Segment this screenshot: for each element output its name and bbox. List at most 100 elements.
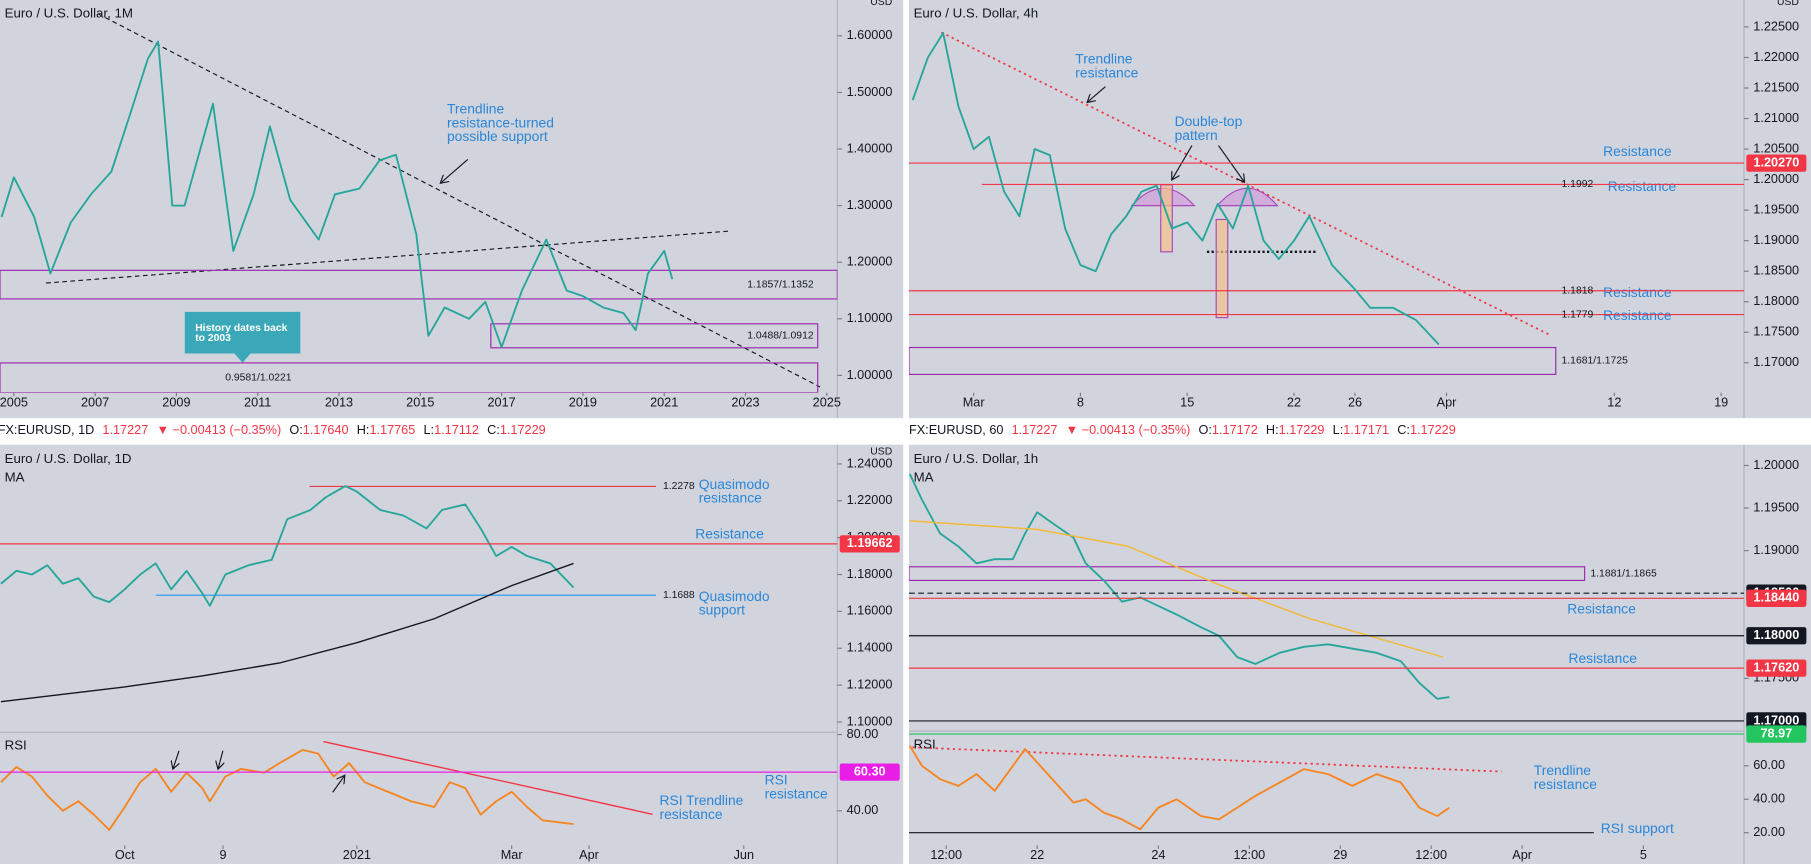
arrow [441,158,469,182]
x-tick-label: 19 [1714,395,1728,409]
zone-label: 1.1857/1.1352 [747,279,814,290]
y-tick-label: 1.16000 [847,604,893,618]
x-tick-label: 2013 [325,395,353,409]
zone-label: 0.9581/1.0221 [225,373,292,384]
legend-label: MA [5,470,25,485]
plot [908,473,1745,722]
header-60: FX:EURUSD, 60 1.17227 ▼ −0.00413 (−0.35%… [909,423,1456,437]
y-tick-label: 1.30000 [847,198,893,212]
price-box-label: 1.20270 [1753,155,1799,169]
price-box [1746,725,1807,743]
y-tick-label: 1.18000 [1753,294,1799,308]
zone-label: 1.0488/1.0912 [747,331,814,342]
y-tick-label: 1.50000 [847,85,893,99]
plot [0,40,838,393]
annotation: Quasimodo [699,588,770,604]
level-label: 1.1779 [1562,309,1594,320]
y-tick-label: 1.18500 [1753,264,1799,278]
annotation: Resistance [1603,307,1672,323]
zone [908,346,1557,375]
price-line [908,745,1450,831]
annotation: resistance-turned [447,114,554,130]
ohlc-value: 1.17172 [1212,423,1258,437]
y-tick-label: 1.22000 [847,493,893,507]
annotation: Resistance [695,525,764,541]
x-tick-label: Jun [734,848,754,862]
y-tick-label: 1.19500 [1753,202,1799,216]
x-tick-label: 2023 [731,395,759,409]
x-tick-label: 2005 [0,395,28,409]
price-box-label: 60.30 [854,764,886,778]
x-tick-label: 22 [1287,395,1301,409]
price-box-label: 1.17000 [1753,713,1799,727]
x-tick-label: 26 [1348,395,1362,409]
annotation: Resistance [1603,143,1672,159]
price-line [0,40,674,349]
x-tick-label: Apr [1437,395,1458,409]
y-tick-label: 40.00 [1753,792,1785,806]
callout [184,311,301,363]
ohlc-key: C: [487,423,500,437]
y-tick-label: 1.21500 [1753,80,1799,94]
ohlc-key: H: [357,423,370,437]
x-tick-label: 12:00 [1415,848,1447,862]
y-tick-label: 1.12000 [847,677,893,691]
price-box [839,535,900,553]
axis-unit: USD [1777,0,1799,8]
header-band [0,418,1811,445]
trendline [940,31,1551,336]
price-box [1746,712,1807,730]
price-line [911,32,1440,346]
annotation: Trendline [1534,762,1592,778]
annotation: Resistance [1608,178,1677,194]
annotation: RSI [765,771,788,787]
level-label: 1.1992 [1562,179,1594,190]
rsi-trendline [323,740,653,815]
change: ▼ −0.00413 (−0.35%) [1066,423,1191,437]
y-tick-label: 1.00000 [847,368,893,382]
axis-unit: USD [870,0,892,8]
arrow [332,776,345,793]
price-box-label: 1.18000 [1753,628,1799,642]
x-tick-label: 5 [1640,848,1647,862]
annotation: RSI Trendline [659,792,743,808]
y-tick-label: 1.60000 [847,28,893,42]
chart-title: Euro / U.S. Dollar, 4h [914,5,1039,20]
x-tick-label: 24 [1151,848,1165,862]
price-box-label: 1.18440 [1753,591,1799,605]
x-tick-label: 12:00 [930,848,962,862]
arrow [1172,145,1193,179]
y-tick-label: 1.17000 [1753,355,1799,369]
y-tick-label: 1.19000 [1753,233,1799,247]
axis-unit: USD [870,446,892,457]
ohlc-value: 1.17229 [500,423,546,437]
ma-line [0,562,574,703]
chart-title: RSI [914,737,936,752]
level-label: 1.1818 [1562,285,1594,296]
y-tick-label: 1.19500 [1753,500,1799,514]
x-tick-label: Apr [579,848,600,862]
last-price: 1.17227 [1012,423,1058,437]
x-tick-label: 2015 [406,395,434,409]
plot [0,748,838,831]
double-top [1216,187,1279,207]
chart-title: Euro / U.S. Dollar, 1D [5,451,132,466]
y-tick-label: 1.22500 [1753,19,1799,33]
x-tick-label: 2025 [813,395,841,409]
ma-line [909,520,1444,658]
y-tick-label: 1.19000 [1753,543,1799,557]
y-tick-label: 1.40000 [847,141,893,155]
x-tick-label: 22 [1030,848,1044,862]
y-tick-label: 1.20000 [1753,458,1799,472]
y-tick-label: 1.10000 [847,311,893,325]
plot [908,733,1745,834]
x-tick-label: 2009 [162,395,190,409]
arrow [1088,86,1106,102]
callout-text: History dates back [195,323,287,334]
plot [0,485,838,703]
annotation: RSI support [1601,820,1674,836]
level-label: 1.2278 [663,481,695,492]
x-tick-label: 15 [1180,395,1194,409]
x-tick-label: 2021 [343,848,371,862]
